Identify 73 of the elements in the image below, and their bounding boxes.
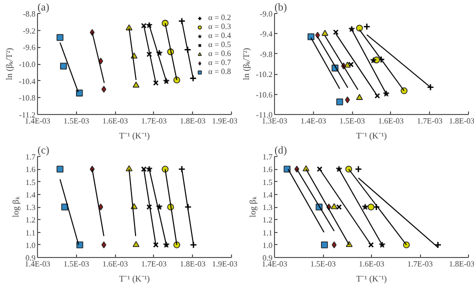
y-tick-label: 1.3 xyxy=(26,203,36,212)
y-tick-label: 1.2 xyxy=(26,216,36,225)
y-tick-label: -10.0 xyxy=(18,60,36,69)
y-tick-label: 1.4 xyxy=(262,190,272,200)
chart-title: (a) xyxy=(38,2,50,14)
legend-label: α = 0.4 xyxy=(208,31,231,40)
x-axis-title: T⁻¹ (K⁻¹) xyxy=(119,274,150,284)
y-tick-label: -9.2 xyxy=(22,26,36,36)
x-axis-title: T⁻¹ (K⁻¹) xyxy=(356,274,387,284)
x-tick-label: 1.6E-03 xyxy=(378,116,404,126)
y-tick-label: 1.7 xyxy=(26,152,36,162)
x-tick-label: 1.6E-03 xyxy=(102,260,128,268)
y-tick-label: -10.8 xyxy=(18,94,36,103)
y-tick-label: -9.4 xyxy=(260,30,273,39)
y-tick-label: 1.7 xyxy=(262,152,272,162)
y-tick-label: 0.9 xyxy=(26,254,36,262)
x-tick-label: 1.3E-03 xyxy=(262,116,288,126)
x-tick-label: 1.5E-03 xyxy=(339,116,365,126)
x-tick-label: 1.7E-03 xyxy=(416,116,442,126)
y-tick-label: -10.6 xyxy=(256,90,273,100)
y-tick-label: 1.5 xyxy=(262,178,272,187)
y-tick-label: -9.0 xyxy=(260,10,273,18)
x-tick-label: 1.4E-03 xyxy=(262,260,288,268)
x-tick-label: 1.7E-03 xyxy=(407,260,433,268)
x-tick-label: 1.5E-03 xyxy=(64,116,90,126)
x-tick-label: 1.4E-03 xyxy=(24,260,50,268)
x-tick-label: 1.8E-03 xyxy=(448,260,474,268)
x-tick-label: 1.5E-03 xyxy=(310,260,336,268)
chart-title: (d) xyxy=(274,146,288,156)
y-tick-label: 1.0 xyxy=(26,240,36,250)
legend-label: α = 0.2 xyxy=(208,13,231,22)
y-tick-label: 1.2 xyxy=(262,216,272,225)
y-tick-label: -11.0 xyxy=(256,110,273,120)
y-tick-label: 1.6 xyxy=(26,165,36,174)
y-tick-label: 1.0 xyxy=(262,240,272,250)
y-tick-label: -9.8 xyxy=(260,50,273,59)
legend-label: α = 0.7 xyxy=(208,58,231,67)
x-axis-title: T⁻¹ (K⁻¹) xyxy=(356,130,387,140)
chart-title: (b) xyxy=(274,2,288,14)
x-tick-label: 1.9E-03 xyxy=(212,116,238,126)
x-tick-label: 1.6E-03 xyxy=(102,116,128,126)
y-axis-title: ln (βₖ/T²) xyxy=(240,48,251,80)
y-tick-label: -10.2 xyxy=(256,70,273,80)
y-tick-label: -9.6 xyxy=(22,43,36,52)
legend-label: α = 0.3 xyxy=(208,22,231,31)
chart-title: (c) xyxy=(38,146,50,156)
legend-label: α = 0.6 xyxy=(208,49,231,58)
x-axis-title: T⁻¹ (K⁻¹) xyxy=(119,130,150,140)
y-tick-label: -11.2 xyxy=(19,110,36,120)
y-axis-title: log βₖ xyxy=(248,196,258,218)
y-tick-label: 1.4 xyxy=(26,190,36,200)
y-tick-label: 1.3 xyxy=(262,203,272,212)
x-tick-label: 1.8E-03 xyxy=(180,260,206,268)
x-tick-label: 1.7E-03 xyxy=(141,116,167,126)
y-axis-title: ln (βₖ/T²) xyxy=(4,48,14,80)
y-tick-label: 0.9 xyxy=(262,254,272,262)
y-tick-label: 1.6 xyxy=(262,165,272,174)
legend-label: α = 0.5 xyxy=(208,40,231,49)
y-tick-label: -8.8 xyxy=(22,10,36,18)
x-tick-label: 1.8E-03 xyxy=(180,116,206,126)
x-tick-label: 1.9E-03 xyxy=(212,260,238,268)
x-tick-label: 1.6E-03 xyxy=(358,260,384,268)
x-tick-label: 1.5E-03 xyxy=(64,260,90,268)
x-tick-label: 1.8E-03 xyxy=(448,116,474,126)
y-axis-title: log βₖ xyxy=(10,196,20,218)
legend-label: α = 0.8 xyxy=(208,67,231,76)
x-tick-label: 1.4E-03 xyxy=(300,116,326,126)
y-tick-label: 1.1 xyxy=(262,228,272,238)
y-tick-label: 1.1 xyxy=(26,228,36,238)
x-tick-label: 1.4E-03 xyxy=(24,116,50,126)
y-tick-label: 1.5 xyxy=(26,178,36,187)
y-tick-label: -10.4 xyxy=(18,76,36,86)
x-tick-label: 1.7E-03 xyxy=(141,260,167,268)
